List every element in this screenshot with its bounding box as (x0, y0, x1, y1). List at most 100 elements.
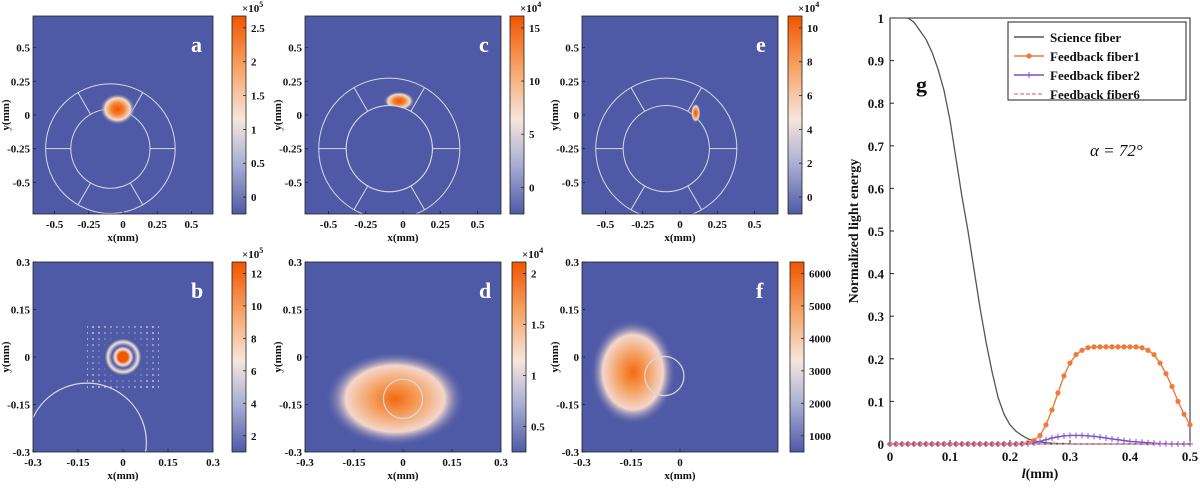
ring-divider (353, 87, 369, 112)
colorbar-tick-label: 3000 (809, 366, 832, 378)
data-point (1055, 433, 1061, 440)
colorbar-exponent: ×104 (522, 246, 543, 261)
y-tick-label: 0.1 (868, 394, 884, 409)
fiber-circle (644, 355, 685, 397)
colorbar-tick-label: 0 (807, 192, 813, 204)
y-tick-label: 0 (297, 352, 303, 364)
x-tick-label: 0.15 (158, 457, 178, 469)
panel-letter: a (191, 32, 202, 57)
heatmap-content (45, 83, 176, 214)
data-point (1085, 345, 1091, 351)
legend-box (1007, 21, 1187, 101)
colorbar-tick-label: 1 (251, 124, 257, 136)
data-point (1109, 435, 1115, 442)
data-point (1079, 432, 1085, 439)
legend-label: Feedback fiber6 (1050, 87, 1140, 102)
colorbar (511, 261, 527, 453)
colorbar-tick-label: 2 (531, 268, 537, 280)
y-axis-label: y(mm) (549, 99, 561, 130)
x-axis-label-unit: (mm) (1026, 467, 1059, 482)
ring-divider (353, 185, 369, 211)
x-axis-label: x(mm) (107, 470, 138, 482)
data-point (1091, 433, 1097, 440)
intensity-blob (324, 351, 466, 447)
colorbar-tick-label: 2.5 (251, 23, 265, 35)
data-point (1139, 345, 1145, 351)
data-point (1097, 434, 1103, 441)
x-axis-label: x(mm) (387, 232, 418, 244)
y-tick-label: 0.25 (283, 76, 303, 88)
data-point (1031, 440, 1037, 447)
data-point (1043, 436, 1049, 443)
legend-marker (1026, 53, 1032, 59)
data-point (1091, 344, 1097, 350)
data-point (1163, 371, 1169, 377)
ring-divider (630, 185, 646, 211)
data-point (1181, 411, 1187, 417)
ring-divider (77, 92, 92, 115)
x-tick-label: 0.1 (942, 449, 958, 464)
x-tick-label: 0.5 (185, 219, 199, 231)
y-tick-label: 0.15 (283, 305, 303, 317)
ring-divider (410, 185, 425, 211)
ring-divider (687, 185, 702, 211)
airy-pattern (83, 317, 163, 397)
data-point (1097, 344, 1103, 350)
colorbar (231, 15, 247, 215)
colorbar-tick-label: 0.5 (531, 421, 545, 433)
colorbar-tick-label: 15 (529, 23, 541, 35)
x-tick-label: 0.3 (206, 457, 220, 469)
data-point (1055, 390, 1061, 396)
y-tick-label: 0.2 (868, 352, 884, 367)
x-tick-label: 0.5 (748, 219, 762, 231)
colorbar-exponent: ×105 (242, 0, 263, 15)
ring-divider (687, 87, 702, 112)
x-tick-label: 0 (120, 219, 126, 231)
y-axis-label: y(mm) (549, 341, 561, 372)
colorbar-tick-label: 2 (251, 57, 257, 69)
x-tick-label: -0.5 (46, 219, 64, 231)
heatmap-content (324, 351, 466, 447)
x-tick-label: -0.15 (67, 457, 90, 469)
y-tick-label: 0.15 (11, 305, 31, 317)
data-point (1073, 432, 1079, 439)
data-point (1151, 440, 1157, 447)
panel-letter: c (479, 32, 489, 57)
colorbar-tick-label: 6 (807, 91, 813, 103)
y-tick-label: 0 (574, 110, 580, 122)
y-tick-label: 0.9 (868, 54, 885, 69)
x-tick-label: 0 (677, 457, 683, 469)
data-point (1121, 437, 1127, 444)
legend-marker (1026, 72, 1032, 78)
y-tick-label: 0.5 (868, 224, 885, 239)
y-tick-label: 0.8 (868, 96, 885, 111)
x-axis-label: x(mm) (107, 232, 138, 244)
x-tick-label: -0.25 (354, 219, 377, 231)
x-tick-label: 0 (887, 449, 894, 464)
x-tick-label: 0 (400, 219, 406, 231)
colorbar-tick-label: 1.5 (251, 91, 265, 103)
colorbar-exponent: ×104 (798, 0, 819, 15)
legend-label: Science fiber (1050, 30, 1121, 45)
colorbar-tick-label: 5 (529, 129, 535, 141)
y-tick-label: 0 (25, 110, 31, 122)
y-tick-label: 0 (878, 437, 885, 452)
y-tick-label: -0.5 (562, 177, 580, 189)
y-tick-label: 0.5 (565, 43, 579, 55)
x-axis-label-variable: l (1022, 467, 1026, 482)
y-tick-label: 0.3 (288, 257, 302, 269)
panel-e: e -0.5 -0.25 0 0.25 0.5 x(mm) 0.5 0.25 0 -0.25 -0.5… (549, 0, 819, 244)
data-point (1049, 435, 1055, 442)
colorbar-exponent-power: 5 (259, 246, 263, 255)
y-tick-label: 0.6 (868, 181, 885, 196)
intensity-blob (589, 319, 677, 426)
panel-letter: b (191, 278, 203, 303)
x-tick-label: 0.25 (431, 219, 451, 231)
colorbar-tick-label: 2 (251, 431, 257, 443)
data-point (1115, 436, 1121, 443)
inner-ring-overlay (345, 105, 433, 193)
data-point (1103, 435, 1109, 442)
y-tick-label: 0.5 (16, 43, 30, 55)
y-tick-label: -0.5 (13, 177, 31, 189)
ring-divider (410, 87, 425, 112)
